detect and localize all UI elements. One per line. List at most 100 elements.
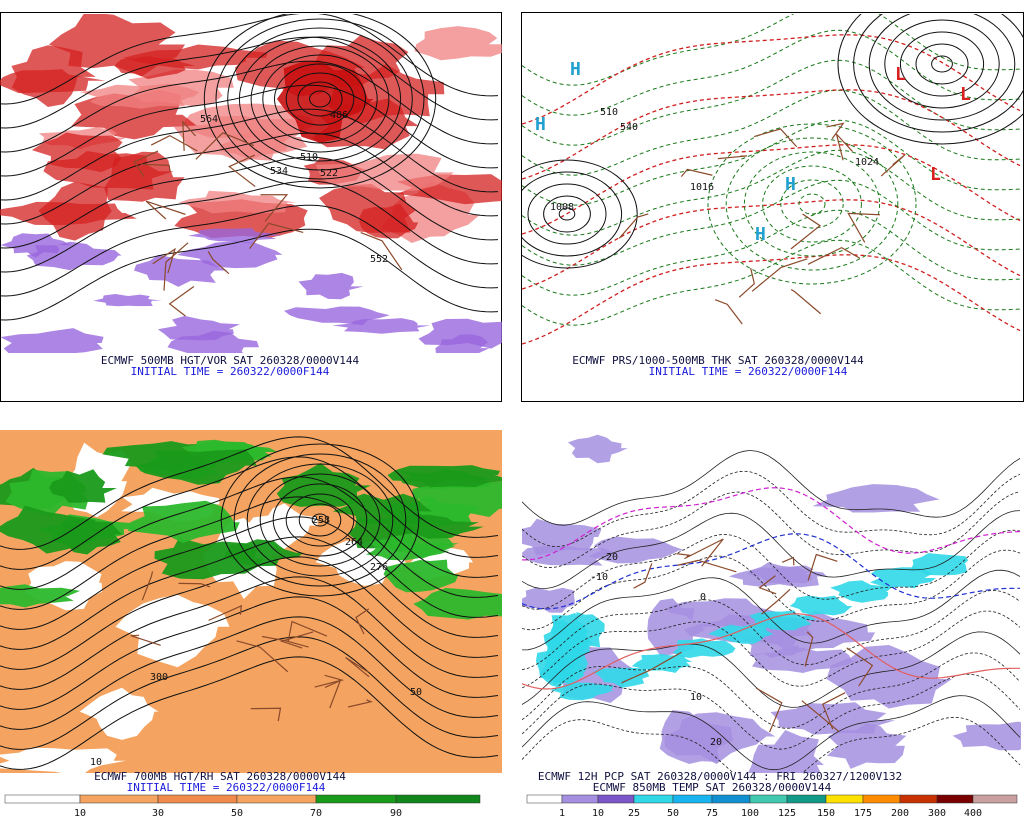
map-panel	[522, 14, 1024, 345]
contour-label: 258	[312, 515, 330, 526]
shade	[93, 294, 162, 307]
contour-label: 276	[370, 562, 388, 573]
contour	[297, 81, 343, 117]
contour	[522, 569, 1021, 651]
border	[250, 707, 282, 722]
colorbar-segment	[711, 794, 751, 804]
colorbar-label: 50	[667, 808, 679, 819]
border	[355, 608, 370, 635]
border	[753, 128, 798, 148]
contour	[853, 14, 1024, 133]
border	[714, 299, 743, 325]
shade	[115, 594, 230, 668]
border	[755, 687, 783, 733]
contour	[0, 180, 499, 273]
shade	[0, 328, 104, 353]
contour	[0, 156, 499, 249]
contour	[238, 36, 402, 162]
contour	[522, 529, 1021, 610]
contour	[743, 151, 881, 257]
shade	[79, 687, 159, 740]
colorbar-label: 1	[559, 808, 565, 819]
contour	[522, 199, 1021, 290]
contour	[262, 54, 378, 144]
colorbar-segment	[157, 794, 238, 804]
border	[287, 620, 328, 642]
border	[758, 575, 777, 595]
contour	[0, 204, 499, 297]
shade	[550, 681, 614, 701]
border	[141, 571, 154, 601]
shade	[178, 190, 296, 214]
border	[152, 247, 176, 274]
shade	[812, 484, 941, 513]
colorbar-segment	[561, 794, 599, 804]
border	[182, 120, 197, 151]
border	[633, 563, 653, 589]
contour-label: H	[755, 224, 766, 245]
contour	[522, 491, 1021, 569]
colorbar-segment	[899, 794, 938, 804]
colorbar-segment	[972, 794, 1018, 804]
shade	[188, 228, 282, 244]
contour-label: 540	[620, 122, 638, 133]
border	[130, 634, 161, 646]
colorbar-label: 400	[964, 808, 982, 819]
shade	[298, 272, 364, 300]
contour	[707, 123, 917, 285]
contour	[522, 119, 1021, 206]
border	[717, 155, 748, 160]
shade	[770, 702, 896, 735]
shade	[177, 240, 283, 269]
colorbars: 10 30 50 70 90 1 10 25 50 75 100 125 150 175 200 300 400	[4, 794, 1018, 819]
contour	[798, 193, 826, 215]
contour	[522, 450, 1021, 526]
colorbar-label: 300	[928, 808, 946, 819]
map-panel	[522, 434, 1021, 773]
border	[195, 132, 255, 160]
colorbar-segment	[395, 794, 481, 804]
border	[846, 647, 874, 687]
border	[260, 194, 289, 222]
caption: ECMWF 850MB TEMP SAT 260328/0000V144	[593, 781, 832, 794]
contour	[762, 165, 862, 243]
colorbar-label: 25	[628, 808, 640, 819]
initial-time: INITIAL TIME = 260322/0000F144	[649, 365, 848, 378]
shade	[49, 469, 117, 503]
border	[847, 212, 880, 243]
caption: ECMWF 700MB HGT/RH SAT 260328/0000V144	[94, 770, 346, 783]
contour	[527, 183, 607, 245]
border	[150, 134, 198, 152]
contour-label: 50	[410, 687, 422, 698]
contour	[522, 59, 1021, 146]
contour-label: 1008	[550, 202, 574, 213]
border	[236, 640, 289, 673]
border	[279, 631, 314, 649]
border	[133, 150, 159, 178]
contour	[0, 556, 499, 670]
contour	[522, 89, 1021, 180]
contour	[0, 576, 499, 690]
contour	[285, 72, 355, 126]
contour-label: -20	[600, 552, 618, 563]
contour	[215, 18, 425, 180]
contour-label: L	[895, 64, 906, 85]
colorbar-label: 175	[854, 808, 872, 819]
map-panel	[0, 430, 502, 773]
contour	[522, 29, 1021, 116]
contour	[522, 209, 1021, 296]
contour-label: 10	[690, 692, 702, 703]
contour	[0, 516, 499, 630]
colorbar-label: 100	[741, 808, 759, 819]
contour	[884, 19, 1000, 109]
contour-label: -10	[590, 572, 608, 583]
colorbar-label: 150	[817, 808, 835, 819]
contour	[522, 716, 1021, 773]
border	[314, 674, 345, 688]
contour	[0, 84, 499, 177]
contour	[0, 636, 499, 750]
contour-label: 486	[330, 110, 348, 121]
contour	[0, 536, 499, 650]
contour	[522, 144, 1021, 235]
contour-label: 300	[150, 672, 168, 683]
